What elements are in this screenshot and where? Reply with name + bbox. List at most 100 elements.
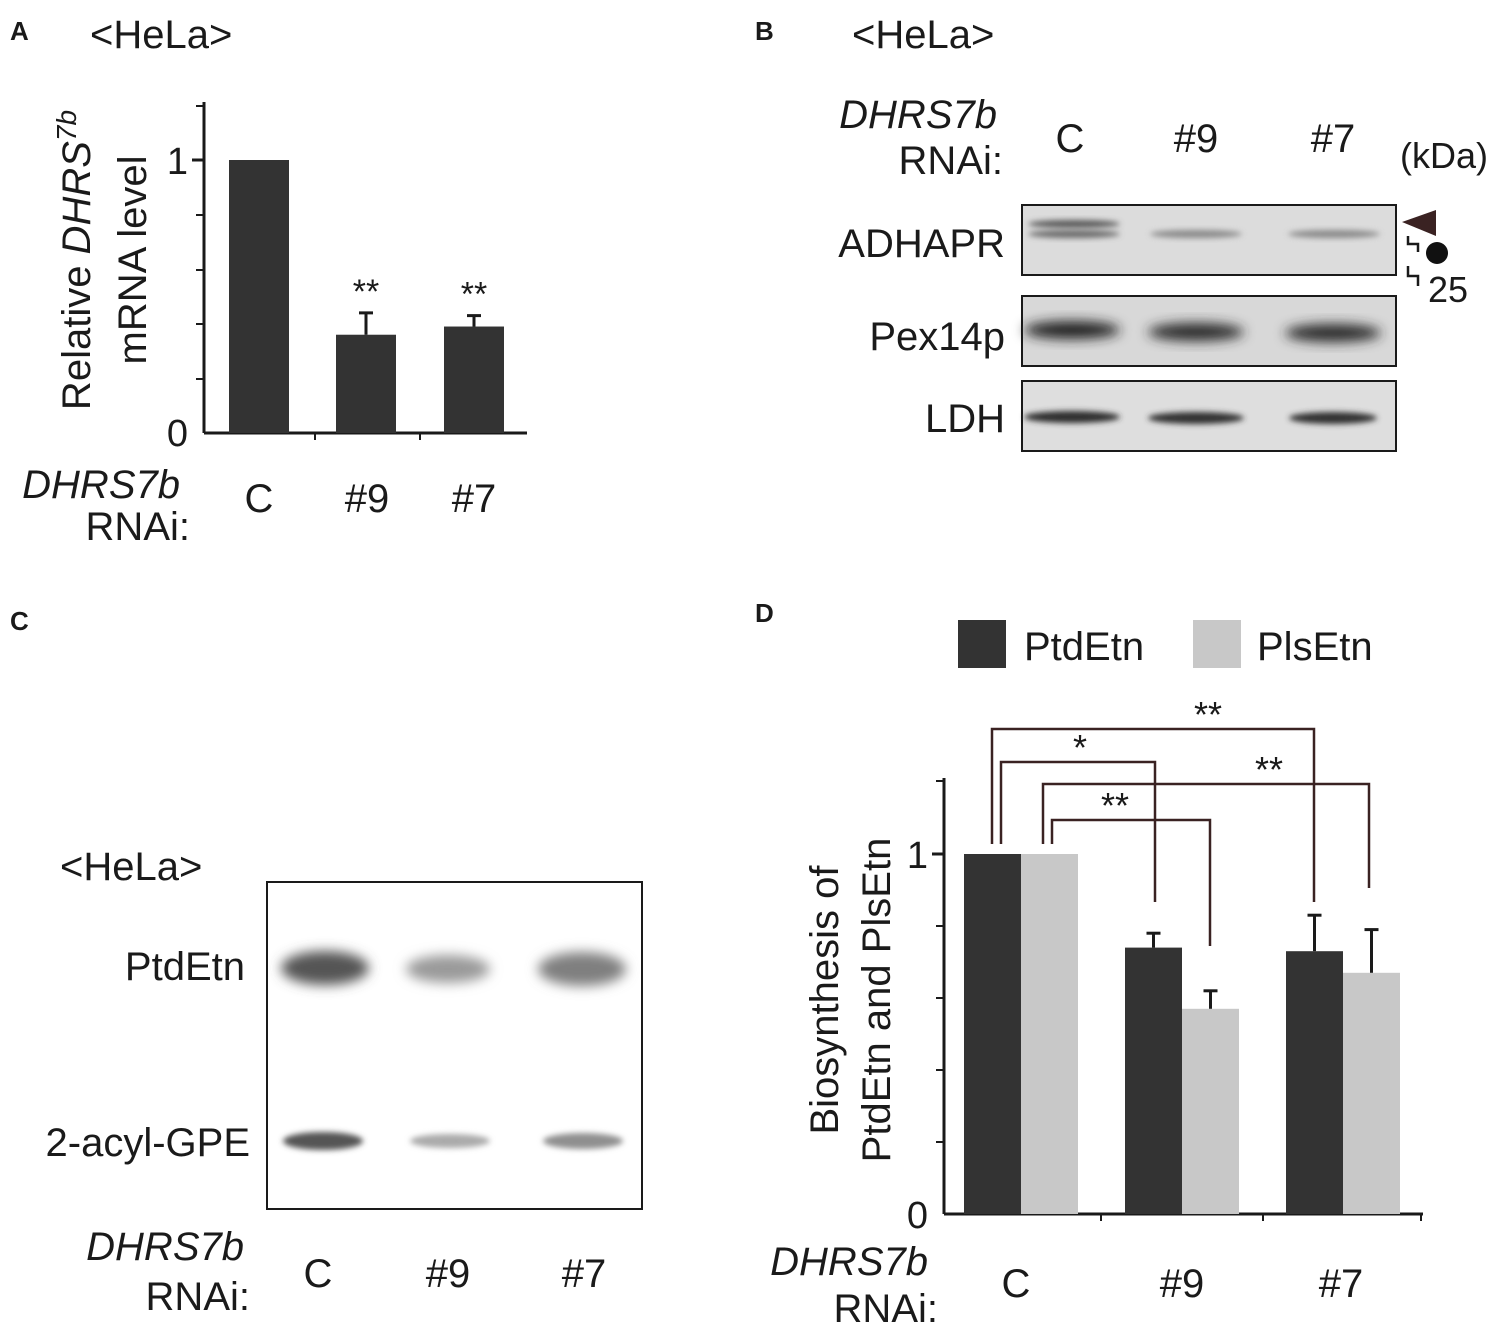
bracket-plsetn-c-9 <box>1050 818 1212 946</box>
panel-a-bar-1 <box>229 160 289 433</box>
panel-a-bar-2 <box>336 334 396 433</box>
marker-bracket-lower <box>1406 266 1420 286</box>
panel-c: C <HeLa> PtdEtn 2-acyl-GPE DHRS7b RNAi: … <box>10 606 643 1319</box>
panel-d-bar-ptdetn-1 <box>964 854 1021 1214</box>
panel-a-lane-7: #7 <box>452 477 497 521</box>
bracket-ptdetn-c-9 <box>999 760 1157 902</box>
panel-b-label: B <box>755 16 774 46</box>
panel-b-lane-7: #7 <box>1311 117 1356 161</box>
sig-ptdetn-c-7: ** <box>1194 694 1222 735</box>
legend-swatch-ptdetn <box>958 620 1006 668</box>
panel-a-ylabel-gene: DHRS <box>55 141 99 255</box>
panel-d-legend: PtdEtn PlsEtn <box>958 620 1373 669</box>
panel-c-lane-c: C <box>304 1252 333 1296</box>
panel-b-row-adhapr: ADHAPR <box>838 222 1005 266</box>
band-pex14p-9 <box>1148 323 1244 341</box>
sig-ptdetn-c-9: * <box>1073 727 1087 768</box>
bracket-plsetn-c-7 <box>1041 782 1371 888</box>
panel-a-ylabel-line1: Relative DHRS7b <box>51 110 99 410</box>
panel-c-lane-7: #7 <box>562 1252 607 1296</box>
panel-d-ylabel-line2: PtdEtn and PlsEtn <box>855 838 899 1163</box>
panel-d: D PtdEtn PlsEtn Biosynthesis of PtdEtn a… <box>755 598 1423 1328</box>
marker-bracket-upper <box>1406 236 1420 252</box>
legend-label-ptdetn: PtdEtn <box>1024 625 1144 669</box>
panel-d-lane-9: #9 <box>1160 1262 1205 1306</box>
panel-d-bar-plsetn-2 <box>1182 1008 1239 1214</box>
bracket-ptdetn-c-7 <box>990 727 1316 902</box>
panel-d-ylabel: Biosynthesis of PtdEtn and PlsEtn <box>803 838 899 1163</box>
band-adhapr-c-lower <box>1028 230 1120 238</box>
panel-d-rnai-gene: DHRS7b <box>770 1240 928 1284</box>
spot-ptdetn-9 <box>406 955 490 983</box>
band-pex14p-c <box>1024 321 1120 339</box>
panel-a-ytick-label-0: 0 <box>167 413 188 455</box>
panel-d-bars <box>964 854 1400 1214</box>
arrowhead-icon <box>1402 210 1436 236</box>
panel-a: A <HeLa> Relative DHRS7b mRNA level 0 1 … <box>10 13 527 549</box>
spot-2acylgpe-7 <box>543 1133 623 1149</box>
panel-a-ylabel-gene-sup: 7b <box>51 110 82 141</box>
panel-d-bar-plsetn-1 <box>1021 854 1078 1214</box>
panel-a-sig-3: ** <box>461 276 487 314</box>
sig-plsetn-c-9: ** <box>1101 785 1129 826</box>
panel-a-lane-9: #9 <box>345 477 390 521</box>
panel-d-lane-c: C <box>1002 1262 1031 1306</box>
panel-c-cell-line: <HeLa> <box>60 845 202 889</box>
panel-d-bar-ptdetn-3 <box>1286 951 1343 1214</box>
panel-a-rnai-gene: DHRS7b <box>22 463 180 507</box>
bullet-icon <box>1426 242 1448 264</box>
panel-b: B <HeLa> DHRS7b RNAi: C #9 #7 (kDa) ADHA… <box>755 13 1488 452</box>
panel-d-ytick-label-0: 0 <box>907 1195 928 1237</box>
panel-c-rnai-suffix: RNAi: <box>146 1275 250 1319</box>
panel-a-rnai-suffix: RNAi: <box>86 505 190 549</box>
spot-2acylgpe-c <box>283 1132 363 1150</box>
legend-swatch-plsetn <box>1193 620 1241 668</box>
blot-ldh <box>1021 380 1397 452</box>
band-adhapr-c-upper <box>1028 220 1120 228</box>
spot-ptdetn-c <box>281 951 369 985</box>
panel-d-label: D <box>755 598 774 628</box>
panel-a-cell-line: <HeLa> <box>90 13 232 57</box>
panel-b-rnai-suffix: RNAi: <box>899 139 1003 183</box>
panel-c-row-2acylgpe: 2-acyl-GPE <box>46 1121 251 1165</box>
panel-b-marker-25: 25 <box>1428 269 1468 310</box>
panel-d-bar-plsetn-3 <box>1343 972 1400 1214</box>
panel-a-ytick-label-1: 1 <box>167 141 188 183</box>
spot-ptdetn-7 <box>538 952 626 986</box>
panel-c-lane-9: #9 <box>426 1252 471 1296</box>
band-adhapr-7 <box>1288 230 1380 238</box>
blot-adhapr <box>1021 204 1397 276</box>
panel-b-rnai-gene: DHRS7b <box>839 93 997 137</box>
panel-a-sig-2: ** <box>353 273 379 311</box>
panel-a-bars: ** ** <box>229 160 504 433</box>
panel-b-lane-9: #9 <box>1174 117 1219 161</box>
band-ldh-7 <box>1289 412 1377 424</box>
panel-a-ylabel-pre: Relative <box>55 254 99 410</box>
tlc-plate <box>266 881 643 1210</box>
panel-b-kda-label: (kDa) <box>1400 135 1488 176</box>
panel-a-bar-3 <box>444 326 504 433</box>
band-ldh-9 <box>1148 412 1244 424</box>
panel-a-ylabel-line2: mRNA level <box>111 156 155 365</box>
panel-d-ylabel-line1: Biosynthesis of <box>803 865 847 1135</box>
panel-c-row-ptdetn: PtdEtn <box>125 945 245 989</box>
panel-c-rnai-gene: DHRS7b <box>86 1225 244 1269</box>
panel-a-lane-c: C <box>245 477 274 521</box>
panel-d-rnai-suffix: RNAi: <box>834 1287 938 1328</box>
panel-b-row-ldh: LDH <box>925 397 1005 441</box>
legend-label-plsetn: PlsEtn <box>1257 625 1373 669</box>
band-adhapr-9 <box>1150 230 1242 238</box>
panel-d-ytick-label-1: 1 <box>907 835 928 877</box>
panel-b-lane-c: C <box>1056 117 1085 161</box>
band-pex14p-7 <box>1285 324 1381 342</box>
panel-d-lane-7: #7 <box>1319 1262 1364 1306</box>
spot-2acylgpe-9 <box>410 1134 490 1148</box>
panel-a-ylabel: Relative DHRS7b mRNA level <box>51 110 155 410</box>
panel-c-label: C <box>10 606 29 636</box>
band-ldh-c <box>1024 411 1120 423</box>
panel-d-significance: ** * ** ** <box>990 694 1371 946</box>
panel-a-label: A <box>10 16 29 46</box>
panel-b-row-pex14p: Pex14p <box>869 315 1005 359</box>
sig-plsetn-c-7: ** <box>1255 749 1283 790</box>
